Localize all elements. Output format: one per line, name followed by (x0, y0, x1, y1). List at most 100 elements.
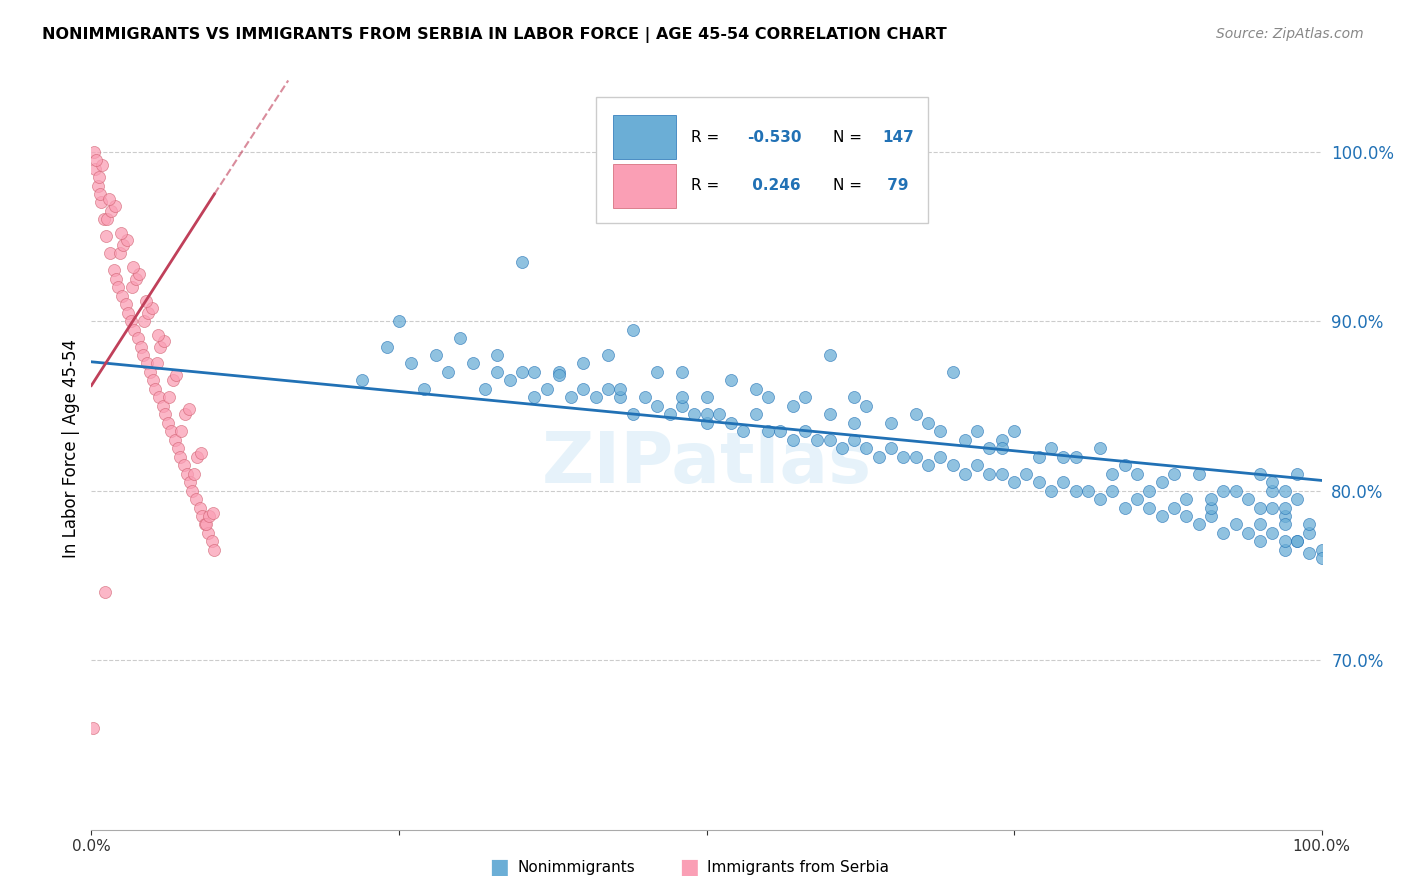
Point (683, 407, 706, 421)
Point (855, 399, 877, 413)
Point (1274, 500, 1296, 515)
Point (136, 305, 159, 319)
Point (671, 399, 693, 413)
Point (1126, 491, 1149, 506)
Point (979, 467, 1001, 481)
Point (1126, 467, 1149, 481)
Point (135, 293, 156, 308)
FancyBboxPatch shape (613, 115, 676, 159)
Point (388, 314, 411, 328)
Point (990, 433, 1012, 447)
Point (486, 348, 509, 362)
Point (197, 525, 219, 540)
Point (695, 391, 717, 405)
Point (990, 467, 1012, 481)
Point (941, 458, 963, 473)
Point (128, 267, 150, 281)
Point (166, 441, 188, 455)
Point (621, 322, 644, 336)
Point (100, 203, 122, 218)
Point (87, 169, 110, 185)
Point (880, 441, 903, 455)
Point (1039, 441, 1063, 455)
Point (1163, 500, 1185, 515)
Point (1261, 475, 1284, 489)
Point (149, 340, 172, 354)
Point (399, 356, 422, 370)
Point (179, 475, 201, 489)
Text: Nonimmigrants: Nonimmigrants (517, 860, 636, 874)
Point (1187, 467, 1209, 481)
Point (745, 407, 768, 421)
Point (1139, 483, 1161, 498)
Point (1015, 467, 1038, 481)
Point (782, 433, 804, 447)
Point (1285, 534, 1308, 549)
Point (146, 327, 169, 342)
Point (181, 483, 204, 498)
Text: 147: 147 (883, 129, 914, 145)
Text: R =: R = (690, 178, 724, 194)
Text: ■: ■ (679, 857, 699, 877)
Point (202, 542, 225, 557)
Point (1310, 542, 1333, 557)
Point (93, 212, 115, 227)
Point (117, 305, 139, 319)
Point (1237, 525, 1260, 540)
Point (510, 365, 533, 379)
Point (756, 425, 779, 439)
Point (191, 508, 214, 523)
Point (97, 192, 120, 206)
Point (720, 416, 742, 430)
Y-axis label: In Labor Force | Age 45-54: In Labor Force | Age 45-54 (62, 339, 80, 558)
Point (170, 425, 193, 439)
Point (707, 407, 730, 421)
Point (1237, 491, 1260, 506)
Point (1274, 483, 1296, 498)
Point (139, 365, 162, 379)
Point (842, 416, 865, 430)
Point (658, 407, 681, 421)
Point (160, 425, 183, 439)
Point (868, 450, 890, 464)
Point (1285, 491, 1308, 506)
Point (756, 391, 779, 405)
Point (1274, 542, 1296, 557)
Point (1064, 450, 1087, 464)
Point (163, 433, 186, 447)
Point (1225, 517, 1247, 532)
Point (1298, 525, 1320, 540)
Point (572, 356, 595, 370)
Point (917, 416, 939, 430)
Point (1114, 500, 1136, 515)
Point (132, 348, 155, 362)
Point (645, 365, 669, 379)
Point (188, 500, 211, 515)
Point (929, 425, 952, 439)
Point (107, 280, 129, 294)
Point (169, 450, 191, 464)
Point (183, 467, 205, 481)
Point (572, 382, 595, 396)
Point (1052, 450, 1074, 464)
Text: 0.246: 0.246 (747, 178, 801, 194)
Point (1199, 500, 1222, 515)
Point (609, 391, 631, 405)
Point (115, 233, 138, 247)
Point (560, 391, 582, 405)
Point (793, 391, 815, 405)
Point (1088, 441, 1111, 455)
Point (1175, 508, 1198, 523)
Point (891, 450, 914, 464)
Point (818, 433, 841, 447)
Point (352, 373, 374, 387)
Point (1175, 491, 1198, 506)
Point (141, 301, 163, 315)
Point (1028, 475, 1050, 489)
Point (91, 158, 114, 172)
Point (1028, 450, 1050, 464)
Point (842, 433, 865, 447)
Point (904, 450, 927, 464)
Point (523, 365, 546, 379)
Point (769, 425, 792, 439)
